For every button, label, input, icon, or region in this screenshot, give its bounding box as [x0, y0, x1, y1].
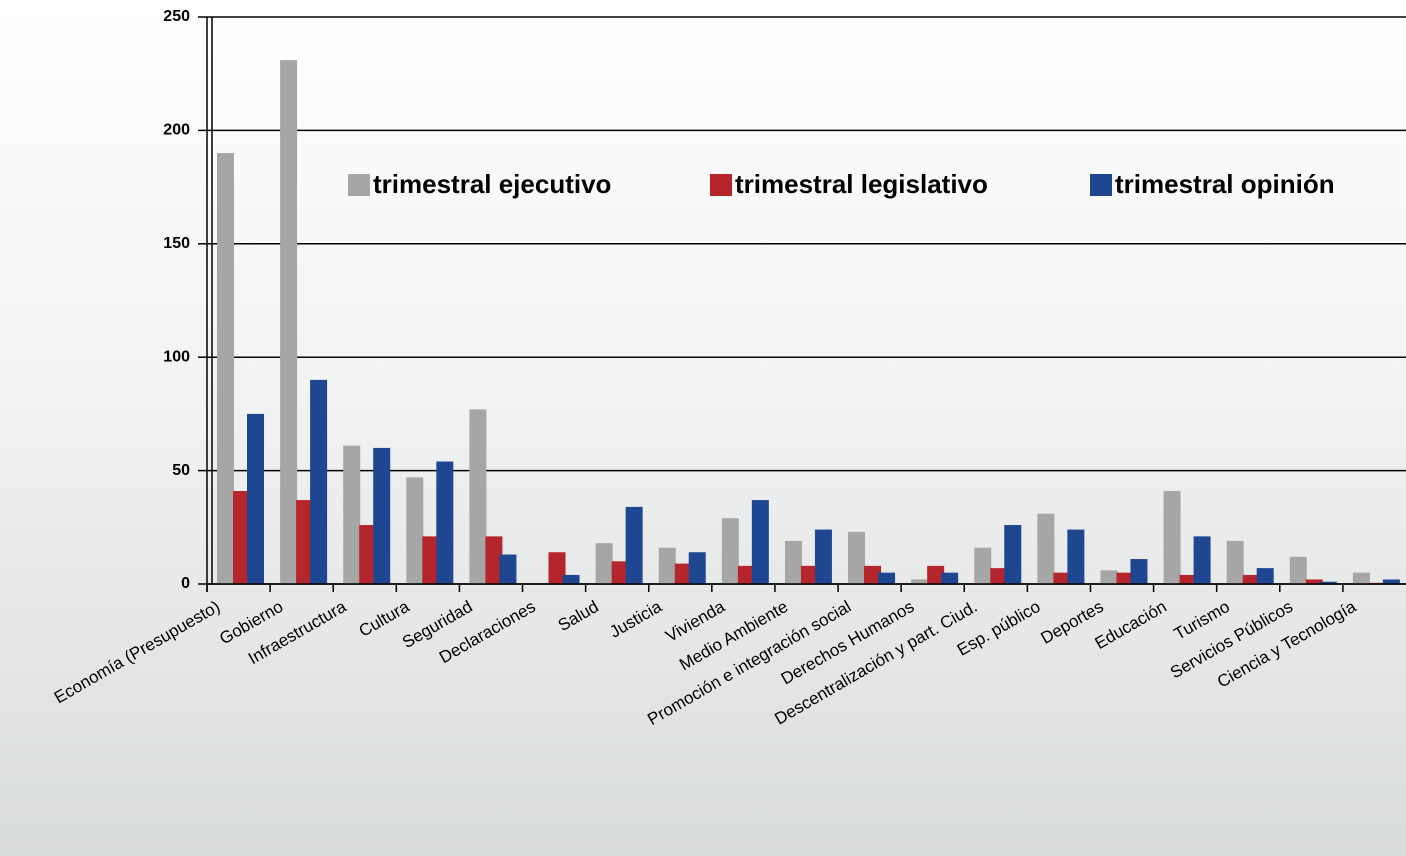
bar: [1067, 529, 1085, 584]
y-tick-label: 150: [163, 235, 190, 252]
y-tick-label: 0: [181, 575, 190, 592]
bar: [247, 413, 264, 584]
bar: [974, 547, 992, 584]
legend-swatch: [1090, 174, 1112, 196]
bar: [751, 500, 769, 584]
bar: [233, 491, 250, 584]
y-tick-label: 100: [163, 348, 190, 365]
bar: [737, 565, 755, 584]
bar: [359, 525, 377, 584]
bar: [1226, 540, 1244, 584]
bar: [1242, 574, 1260, 584]
bar: [422, 536, 440, 584]
bar: [911, 579, 929, 584]
legend-label: trimestral ejecutivo: [373, 169, 611, 199]
bar: [1319, 581, 1337, 584]
y-tick-label: 200: [163, 122, 190, 139]
bar: [1053, 572, 1071, 584]
bar: [1163, 491, 1181, 584]
bar: [1305, 579, 1323, 584]
y-tick-label: 50: [172, 462, 190, 479]
bar: [1289, 556, 1307, 584]
x-tick-label: Justicia: [606, 597, 665, 642]
x-tick-label: Salud: [555, 597, 602, 635]
bar: [373, 447, 391, 584]
y-tick-label: 250: [163, 8, 190, 25]
bar: [864, 565, 882, 584]
bar: [1256, 568, 1274, 584]
legend-swatch: [348, 174, 370, 196]
bar: [784, 540, 802, 584]
legend-swatch: [710, 174, 732, 196]
bar: [927, 565, 945, 584]
x-tick-label: Economía (Presupuesto): [51, 597, 223, 707]
bar: [611, 561, 629, 584]
bar: [310, 379, 328, 584]
bar: [658, 547, 676, 584]
bar: [217, 153, 234, 584]
bar: [1100, 570, 1118, 584]
bar: [595, 543, 613, 584]
bar: [1037, 513, 1055, 584]
bar: [499, 554, 517, 584]
bar: [878, 572, 896, 584]
bar: [548, 552, 566, 584]
bar: [688, 552, 706, 584]
bar: [436, 461, 454, 584]
bar: [406, 477, 424, 584]
bar: [625, 506, 643, 584]
legend-label: trimestral opinión: [1115, 169, 1335, 199]
bar: [1193, 536, 1211, 584]
bar: [1116, 572, 1134, 584]
bar: [990, 568, 1008, 584]
bar: [296, 500, 314, 584]
bar: [562, 574, 580, 584]
bar: [721, 518, 739, 584]
bar: [814, 529, 832, 584]
bar: [343, 445, 361, 584]
bar: [1179, 574, 1197, 584]
bar: [1352, 572, 1370, 584]
bar: [1382, 579, 1400, 584]
bar: [941, 572, 959, 584]
legend-label: trimestral legislativo: [735, 169, 988, 199]
bar: [1004, 525, 1022, 584]
bar: [469, 409, 487, 584]
bar: [800, 565, 818, 584]
bar: [674, 563, 692, 584]
bar: [1130, 559, 1148, 584]
bar: [485, 536, 503, 584]
bar: [848, 531, 866, 584]
x-tick-label: Educación: [1092, 597, 1170, 653]
bar: [280, 60, 298, 585]
